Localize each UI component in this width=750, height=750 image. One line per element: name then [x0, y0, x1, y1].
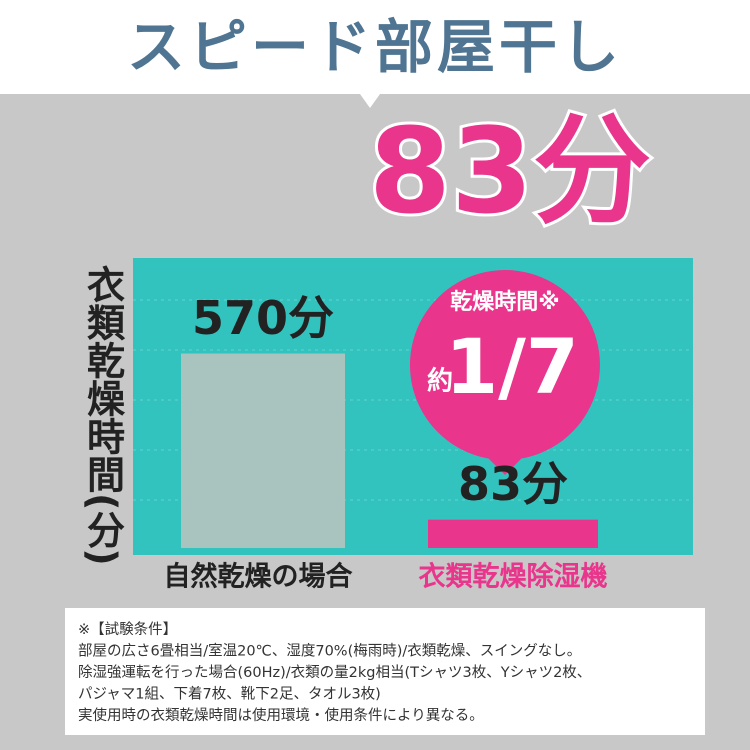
footnote-line: 部屋の広さ6畳相当/室温20℃、湿度70%(梅雨時)/衣類乾燥、スイングなし。 [78, 643, 581, 660]
bars [181, 353, 598, 548]
badge-bubble [409, 270, 600, 475]
footnote-line: 除湿強運転を行った場合(60Hz)/衣類の量2kg相当(Tシャツ3枚、Yシャツ2… [78, 664, 591, 681]
chart-title: スピード部屋干し [127, 13, 623, 81]
badge-ratio: 1/7 [445, 322, 579, 411]
x-tick-label: 自然乾燥の場合 [164, 561, 353, 593]
x-tick-label: 衣類乾燥除湿機 [419, 561, 608, 593]
badge-caption: 乾燥時間※ [450, 289, 559, 315]
footnote-line: パジャマ1組、下着7枚、靴下2足、タオル3枚) [78, 686, 381, 703]
y-axis-label: 衣類乾燥時間(分) [81, 265, 125, 566]
footnote-line: ※【試験条件】 [78, 621, 177, 638]
badge-prefix: 約 [427, 366, 453, 397]
bar [428, 519, 598, 548]
bar [181, 353, 345, 548]
value-label: 83分 [458, 457, 568, 511]
footnote-line: 実使用時の衣類乾燥時間は使用環境・使用条件により異なる。 [78, 706, 484, 724]
footnotes: ※【試験条件】部屋の広さ6畳相当/室温20℃、湿度70%(梅雨時)/衣類乾燥、ス… [78, 621, 591, 724]
header-band [0, 0, 750, 94]
value-label: 570分 [192, 291, 334, 345]
headline: 83分 [369, 102, 651, 240]
header-pointer [360, 94, 380, 108]
footnote-box [65, 608, 705, 735]
